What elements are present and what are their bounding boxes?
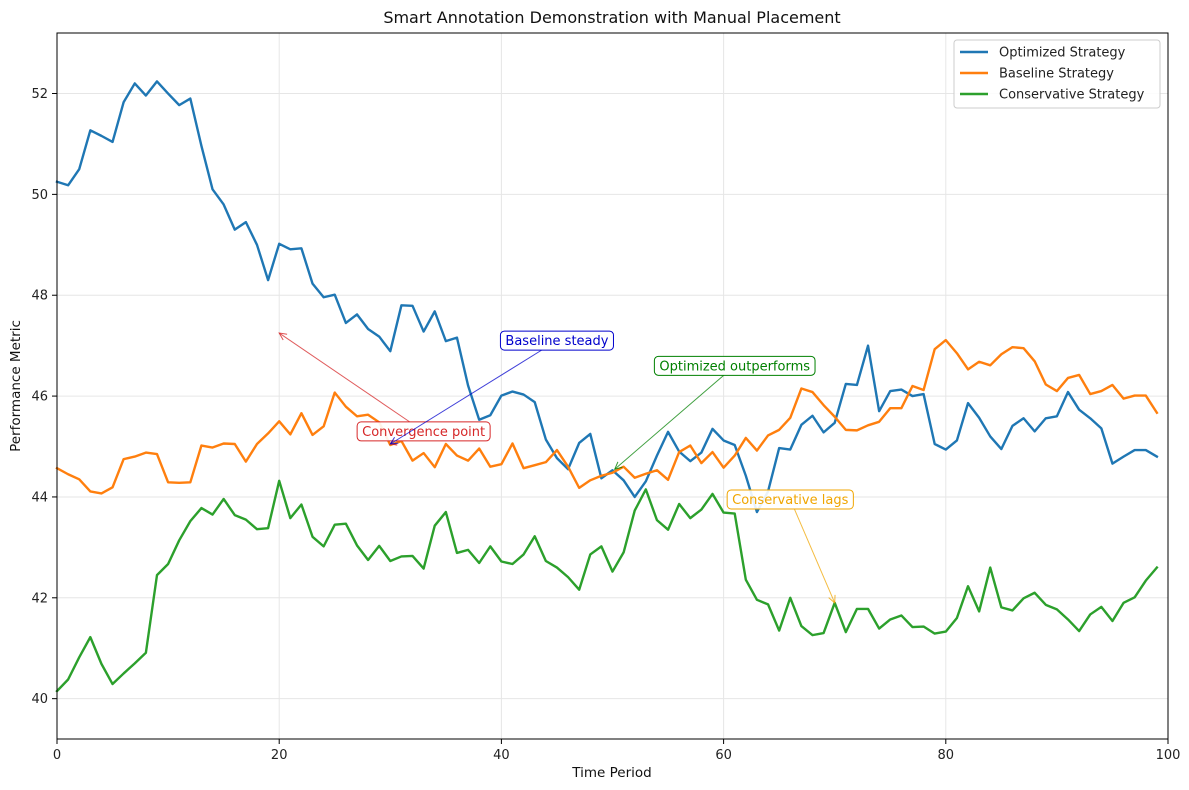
y-tick-label: 40 [31, 692, 48, 707]
y-axis-label: Performance Metric [8, 320, 24, 452]
x-tick-label: 0 [53, 748, 61, 763]
x-axis-ticks: 0 20 40 60 80 100 [53, 739, 1181, 763]
annotation-box-0 [356, 421, 491, 442]
y-tick-label: 42 [31, 591, 48, 606]
plot-frame [56, 32, 1169, 740]
annotation-label-1: Baseline steady [505, 334, 608, 349]
annotation-arrow-0 [278, 332, 410, 423]
x-tick-label: 80 [938, 748, 955, 763]
series-line-2 [55, 479, 1159, 693]
annotations: Convergence point Baseline steady Optimize… [278, 330, 854, 604]
y-tick-label: 50 [31, 188, 48, 203]
annotation-label-0: Convergence point [362, 425, 485, 440]
series-line-0 [55, 80, 1159, 514]
legend-label-1: Baseline Strategy [999, 67, 1114, 82]
annotation-label-2: Optimized outperforms [659, 359, 810, 374]
annotation-arrow-3 [793, 508, 836, 604]
legend-label-0: Optimized Strategy [999, 46, 1126, 61]
x-tick-label: 60 [715, 748, 732, 763]
annotation-box-2 [653, 355, 816, 376]
legend: Optimized Strategy Baseline Strategy Conse… [953, 39, 1161, 109]
annotation-arrowhead-0 [278, 332, 288, 341]
y-tick-label: 44 [31, 490, 48, 505]
y-tick-label: 48 [31, 289, 48, 304]
annotation-arrowhead-2 [613, 461, 623, 470]
annotation-arrow-2 [614, 374, 725, 470]
series-line-1 [55, 338, 1159, 495]
series-lines [55, 80, 1159, 693]
x-tick-label: 40 [493, 748, 510, 763]
legend-box [953, 39, 1161, 109]
annotation-arrowhead-1 [389, 436, 399, 445]
grid-lines [56, 33, 1169, 739]
y-axis-ticks: 40 42 44 46 48 50 52 [31, 87, 57, 707]
annotation-label-3: Conservative lags [732, 493, 848, 508]
annotation-box-1 [499, 330, 614, 351]
y-tick-label: 52 [31, 87, 48, 102]
annotation-box-3 [726, 489, 854, 510]
legend-label-2: Conservative Strategy [999, 88, 1145, 103]
x-axis-label: Time Period [571, 765, 651, 781]
y-tick-label: 46 [31, 390, 48, 405]
x-tick-label: 100 [1156, 748, 1181, 763]
chart-title: Smart Annotation Demonstration with Manu… [383, 8, 840, 27]
annotation-arrowhead-3 [828, 594, 836, 604]
x-tick-label: 20 [271, 748, 288, 763]
annotation-arrow-1 [390, 349, 542, 445]
